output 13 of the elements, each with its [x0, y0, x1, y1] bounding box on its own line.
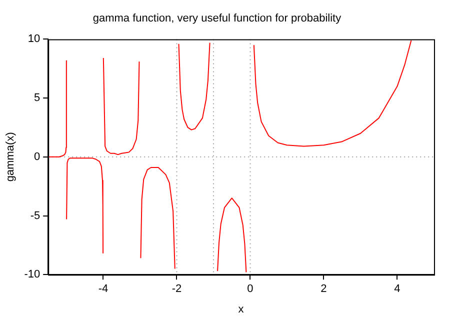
x-tick-label: -2	[172, 283, 182, 296]
x-tick-label: 4	[394, 283, 400, 296]
x-axis-title: x	[238, 303, 244, 316]
x-tick-label: -4	[98, 283, 108, 296]
y-tick-label: 10	[28, 33, 40, 46]
y-tick-label: -5	[30, 210, 40, 222]
y-tick-label: -10	[24, 268, 40, 281]
x-tick-label: 0	[247, 283, 254, 296]
x-tick-label: 2	[320, 283, 327, 296]
y-tick-label: 0	[34, 150, 40, 163]
chart-title: gamma function, very useful function for probability	[92, 12, 342, 25]
y-tick-label: 5	[34, 92, 40, 104]
y-axis-title: gamma(x)	[4, 132, 17, 182]
